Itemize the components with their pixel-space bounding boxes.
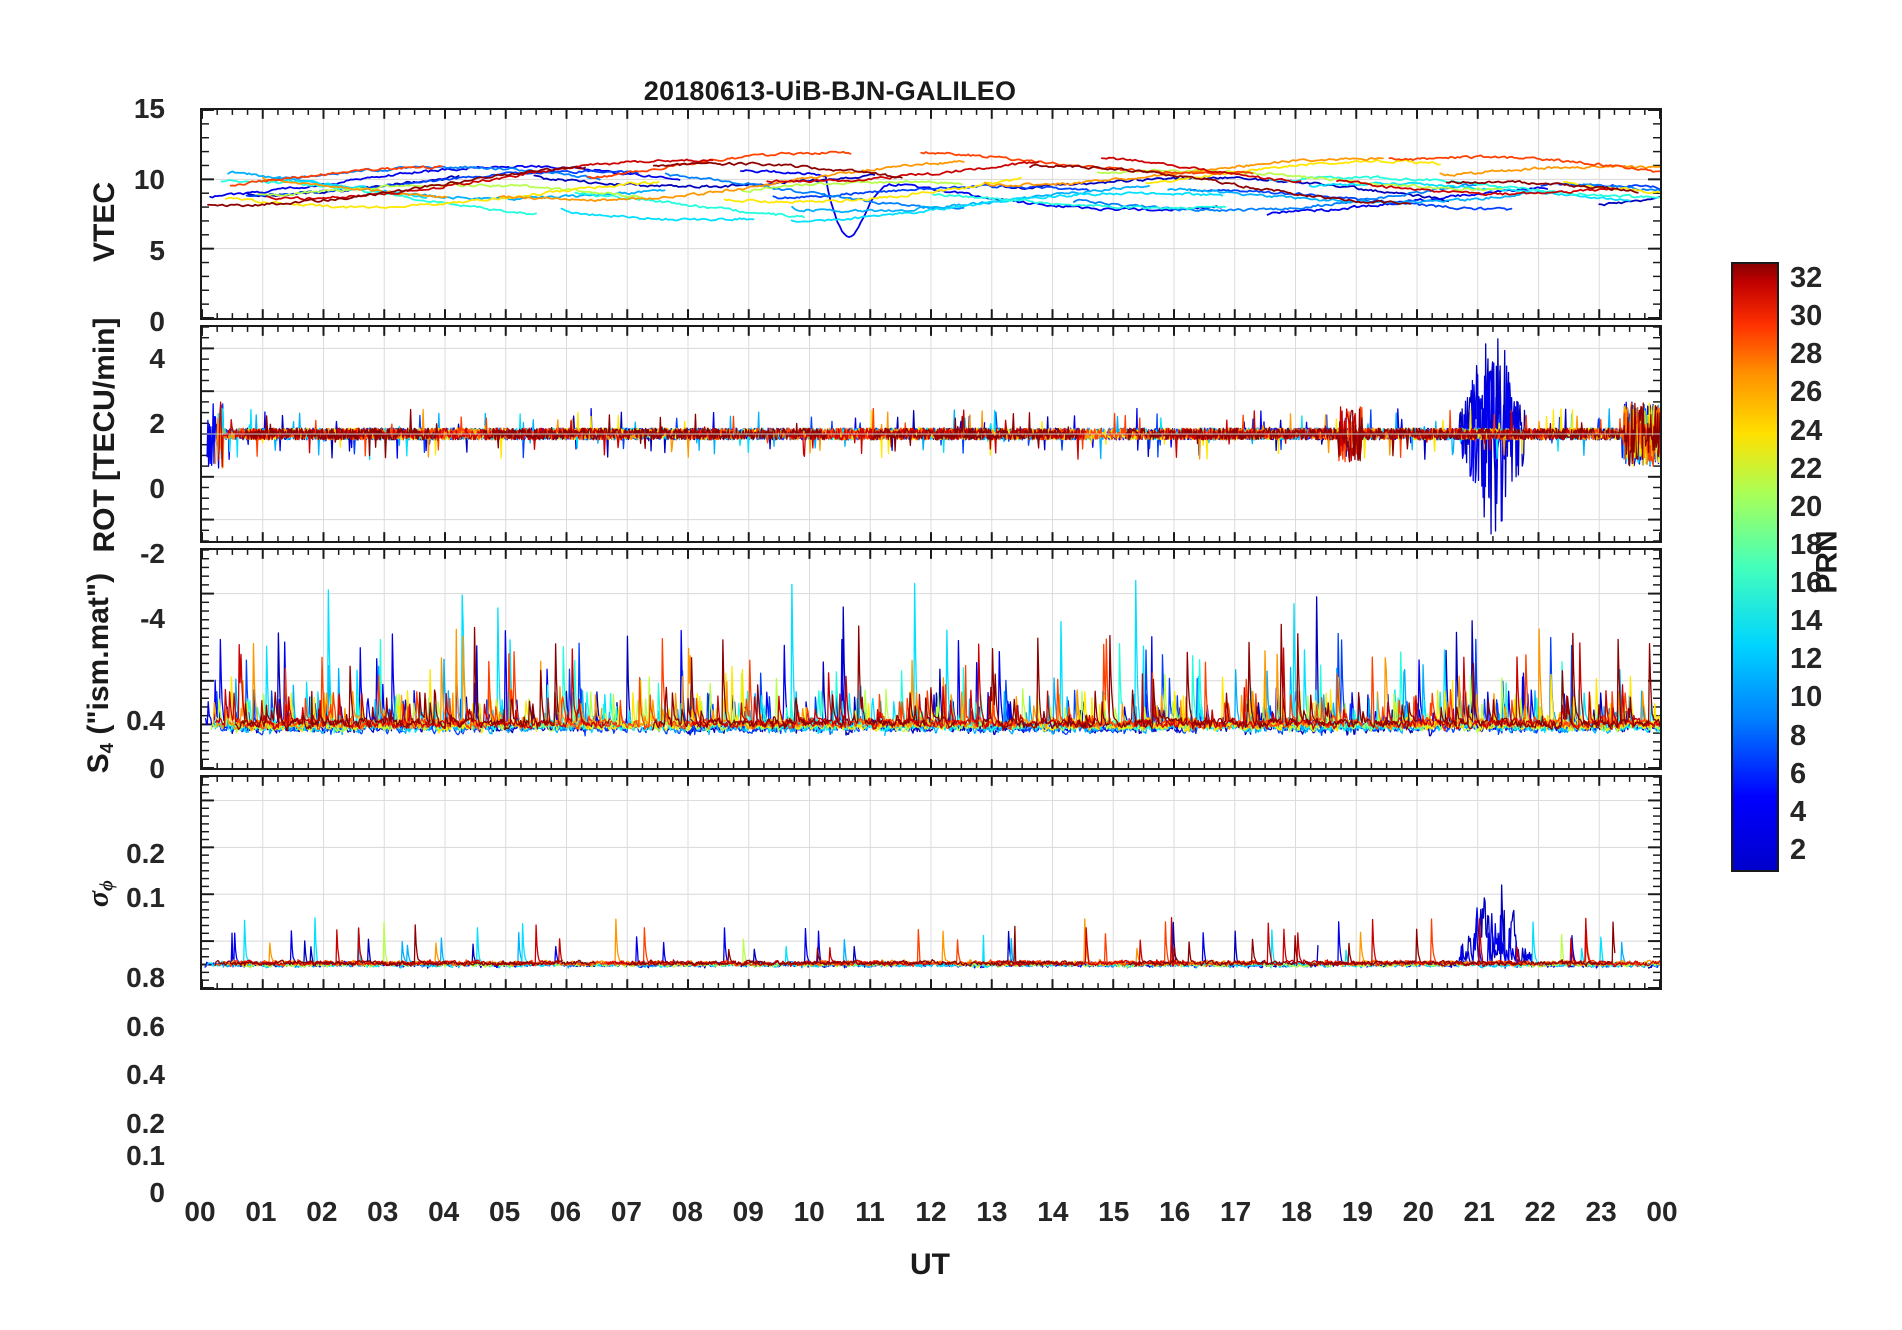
xtick-6: 06 [549, 1196, 582, 1227]
xtick-10: 10 [793, 1196, 825, 1227]
xtick-15: 15 [1098, 1196, 1130, 1227]
colorbar-tick-18: 18 [1790, 528, 1823, 561]
panel-s4 [200, 548, 1662, 770]
rot-ytick-m2: -2 [140, 538, 165, 569]
xtick-7: 07 [610, 1196, 642, 1227]
xtick-18: 18 [1280, 1196, 1313, 1227]
xtick-8: 08 [671, 1196, 703, 1227]
sigma-phi-axis-label: σϕ [81, 880, 118, 908]
rot-ytick-2: 2 [149, 408, 165, 439]
sigma-phi-plot-area [202, 777, 1660, 988]
s4-ytick-01: 0.1 [126, 882, 165, 913]
x-axis-label: UT [910, 1248, 950, 1281]
xtick-17: 17 [1220, 1196, 1252, 1227]
xtick-3: 03 [367, 1196, 399, 1227]
xtick-23: 23 [1585, 1196, 1617, 1227]
xtick-13: 13 [976, 1196, 1008, 1227]
sigmaphi-ytick-02: 0.2 [126, 1108, 165, 1139]
panel-vtec [200, 108, 1662, 320]
xtick-1: 01 [245, 1196, 277, 1227]
vtec-plot-area [202, 110, 1660, 318]
rot-plot-area [202, 327, 1660, 541]
xtick-16: 16 [1159, 1196, 1191, 1227]
xtick-19: 19 [1341, 1196, 1373, 1227]
sigmaphi-ytick-0: 0 [149, 1177, 165, 1208]
colorbar-tick-8: 8 [1790, 719, 1807, 752]
colorbar-tick-32: 32 [1790, 262, 1823, 295]
colorbar-tick-26: 26 [1790, 376, 1823, 409]
sigmaphi-ytick-08: 0.8 [126, 962, 165, 993]
colorbar-tick-14: 14 [1790, 605, 1823, 638]
xtick-2: 02 [306, 1196, 338, 1227]
xtick-14: 14 [1037, 1196, 1069, 1227]
sigmaphi-ytick-06: 0.6 [126, 1011, 165, 1042]
vtec-ytick-10: 10 [133, 164, 165, 195]
colorbar-tick-12: 12 [1790, 643, 1823, 676]
figure-title: 20180613-UiB-BJN-GALILEO [643, 76, 1017, 106]
xtick-12: 12 [915, 1196, 947, 1227]
xtick-0: 00 [184, 1196, 216, 1227]
s4-plot-area [202, 550, 1660, 768]
colorbar-tick-20: 20 [1790, 490, 1823, 523]
s4-ytick-02: 0.2 [126, 838, 165, 869]
panel-sigma-phi [200, 775, 1662, 990]
rot-ytick-4: 4 [149, 343, 165, 374]
xtick-9: 09 [732, 1196, 764, 1227]
vtec-ytick-5: 5 [149, 235, 165, 266]
colorbar-tick-16: 16 [1790, 567, 1823, 600]
s4-ytick-0: 0 [149, 753, 165, 784]
colorbar-label: PRN [1810, 530, 1844, 594]
colorbar-tick-6: 6 [1790, 757, 1807, 790]
xtick-11: 11 [855, 1196, 885, 1227]
s4-ytick-04: 0.4 [126, 705, 165, 736]
sigmaphi-ytick-01: 0.1 [126, 1140, 165, 1171]
colorbar-tick-10: 10 [1790, 681, 1823, 714]
vtec-ytick-15: 15 [133, 93, 165, 124]
colorbar-tick-2: 2 [1790, 833, 1807, 866]
colorbar-tick-30: 30 [1790, 300, 1823, 333]
colorbar-tick-4: 4 [1790, 795, 1807, 828]
panel-rot [200, 325, 1662, 543]
sigmaphi-ytick-04: 0.4 [126, 1059, 165, 1090]
rot-ytick-m4: -4 [140, 603, 165, 634]
colorbar-tick-24: 24 [1790, 414, 1823, 447]
xtick-21: 21 [1463, 1196, 1495, 1227]
xtick-5: 05 [489, 1196, 521, 1227]
rot-ytick-0: 0 [149, 473, 165, 504]
prn-colorbar[interactable] [1731, 262, 1779, 872]
colorbar-tick-22: 22 [1790, 452, 1823, 485]
xtick-20: 20 [1402, 1196, 1434, 1227]
xtick-24: 00 [1646, 1196, 1678, 1227]
xtick-22: 22 [1524, 1196, 1556, 1227]
xtick-4: 04 [428, 1196, 460, 1227]
vtec-ytick-0: 0 [149, 306, 165, 337]
colorbar-tick-28: 28 [1790, 338, 1823, 371]
